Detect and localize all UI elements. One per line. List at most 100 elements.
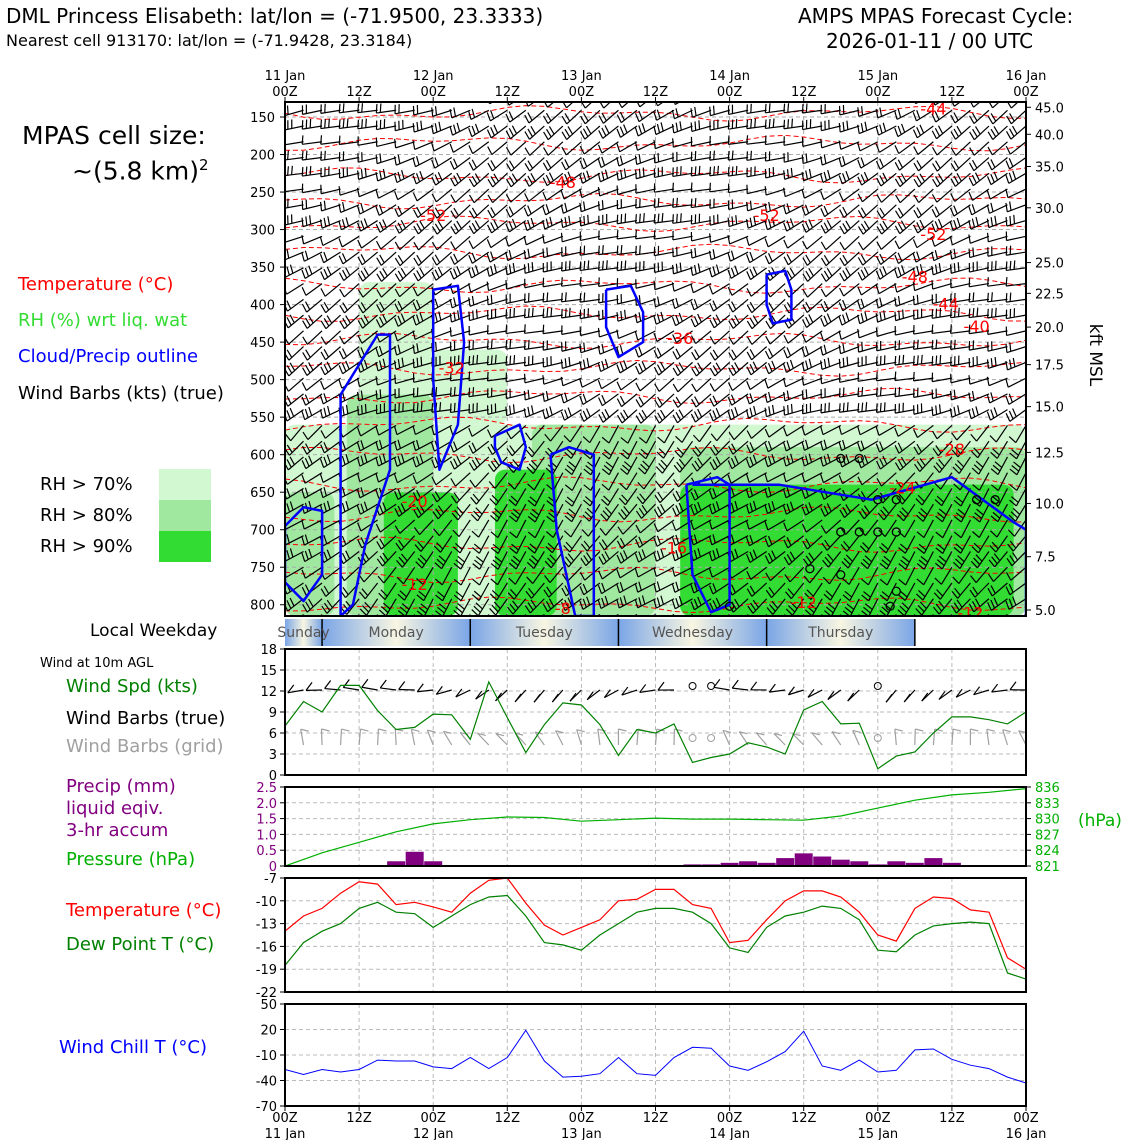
wind-barb <box>935 535 953 554</box>
wind-barb-shaft <box>469 298 489 307</box>
wind-barb-flag <box>950 114 956 124</box>
wind-barb-flag <box>542 392 545 402</box>
wind-barb-flag <box>453 158 458 168</box>
wind-barb-flag <box>328 118 330 128</box>
wind-barb <box>764 424 786 438</box>
wind-barb-shaft <box>987 298 1008 303</box>
wind-barb <box>877 503 897 521</box>
wind-barb-flag <box>378 439 383 449</box>
wind-barb <box>357 118 378 130</box>
wind-barb-flag <box>968 191 974 201</box>
legend-wind-barbs: Wind Barbs (kts) (true) <box>18 383 224 404</box>
wind-barb-flag <box>752 315 759 324</box>
wind-barb-flag <box>616 143 621 152</box>
wind-barb-shaft <box>359 377 378 388</box>
wind-barb-flag <box>587 260 590 270</box>
wind-barb <box>302 314 323 329</box>
wind-barb-flag <box>382 453 387 463</box>
wind-barb-shaft <box>656 109 675 121</box>
wind-barb-flag <box>1010 511 1019 519</box>
wind-barb-shaft <box>515 488 527 506</box>
wind-barb-flag <box>564 409 569 419</box>
wind-barb-flag <box>587 214 589 224</box>
wind-barb <box>990 456 1009 476</box>
wind-barb <box>542 390 564 403</box>
wind-barb <box>727 298 749 313</box>
wind-barb-shaft <box>397 472 415 484</box>
wind-barb-shaft <box>884 519 897 537</box>
wind-barb <box>505 307 526 319</box>
wind-barb-shaft <box>509 220 527 233</box>
wind-barb <box>524 373 545 384</box>
wind-barb <box>968 277 990 288</box>
wind-barb-shaft <box>341 472 360 483</box>
wind-barb-flag <box>379 254 385 264</box>
wind-barb-flag <box>338 203 342 213</box>
wind-barb-flag <box>506 448 513 457</box>
wind-barb-flag <box>974 172 981 182</box>
wind-barb-flag <box>972 531 980 538</box>
wind-barb-flag <box>715 501 720 511</box>
wind-barb-flag <box>826 267 833 277</box>
wind-barb <box>987 277 1008 287</box>
wind-barb-flag <box>394 490 399 500</box>
wind-barb <box>393 424 415 436</box>
wind-barb-flag <box>583 555 590 564</box>
wind-barb-shaft <box>399 267 416 282</box>
wind-barb-flag <box>360 487 365 497</box>
wind-barb-shaft <box>784 156 804 163</box>
wind-barb <box>285 105 304 117</box>
wind-barb-flag <box>301 150 304 161</box>
wind-barb <box>433 519 453 537</box>
wind-barb-flag <box>512 459 519 467</box>
wind-barb-flag <box>1009 201 1012 211</box>
wind-barb-shaft <box>880 172 897 187</box>
wind-barb-flag <box>690 122 693 132</box>
wind-barb <box>952 456 971 474</box>
wind-barb <box>875 424 897 436</box>
wind-barb-shaft <box>510 424 527 440</box>
wind-barb-flag <box>950 193 956 202</box>
wind-barb <box>598 125 619 139</box>
wind-barb <box>579 141 601 155</box>
wind-barb-shaft <box>904 535 916 554</box>
wind-barb-flag <box>604 409 610 418</box>
wind-barb <box>338 217 360 231</box>
wind-barb <box>801 376 823 386</box>
wind-barb-flag <box>472 493 480 502</box>
wind-barb-shaft <box>506 377 526 383</box>
wind-barb-shaft <box>953 102 962 107</box>
wind-barb-flag <box>453 386 456 396</box>
wind-barb <box>912 371 934 382</box>
wind-barb-flag <box>654 415 660 424</box>
wind-barb-flag <box>505 178 512 188</box>
wind-barb-shaft <box>285 472 286 474</box>
wind-barb-shaft <box>339 141 360 146</box>
wind-barb-flag <box>674 450 682 458</box>
wind-barb-flag <box>412 458 417 468</box>
wind-barb-shaft <box>414 141 434 150</box>
wind-barb-shaft <box>699 425 712 443</box>
wind-barb-flag <box>920 508 928 515</box>
wind-barb-flag <box>357 239 363 249</box>
wind-barb-flag <box>472 563 481 570</box>
wind-barb-flag <box>727 382 733 391</box>
wind-barb-shaft <box>598 267 619 271</box>
wind-barb-shaft <box>566 102 574 109</box>
wind-barb <box>356 203 378 215</box>
wind-barb-flag <box>579 277 582 287</box>
wind-barb-flag <box>957 508 966 516</box>
wind-barb <box>857 328 879 339</box>
wind-barb <box>285 214 304 226</box>
wind-barb-flag <box>620 452 629 460</box>
wind-barb-shaft <box>620 377 638 391</box>
wind-barb-shaft <box>713 314 730 329</box>
wind-barb <box>599 102 612 109</box>
wind-barb-flag <box>471 267 476 277</box>
wind-barb-flag <box>400 453 405 463</box>
wind-barb-flag <box>449 108 453 119</box>
wind-barb-shaft <box>362 314 379 329</box>
wind-barb-shaft <box>358 188 378 198</box>
wind-barb-flag <box>529 496 538 504</box>
wind-barb-shaft <box>657 519 675 533</box>
